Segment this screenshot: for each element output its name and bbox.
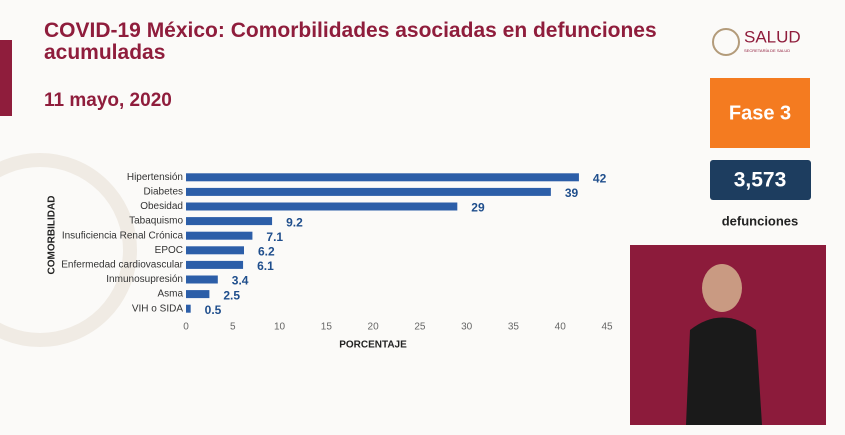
- value-label: 0.5: [205, 303, 222, 317]
- y-tick-label: EPOC: [155, 245, 183, 256]
- accent-strip: [0, 40, 12, 116]
- deaths-box: [710, 160, 811, 200]
- y-tick-label: Diabetes: [144, 187, 183, 198]
- phase: Fase 3: [729, 102, 791, 124]
- bar: [186, 260, 244, 269]
- watermark: [0, 153, 137, 347]
- value-label: 2.5: [223, 288, 240, 302]
- logo-emblem: [712, 28, 740, 56]
- value-label: 9.2: [286, 215, 303, 229]
- x-tick-label: 15: [321, 322, 333, 333]
- value-label: 29: [471, 201, 485, 215]
- value-label: 39: [565, 186, 579, 200]
- bar: [186, 304, 191, 313]
- y-tick-label: Tabaquismo: [129, 216, 183, 227]
- value-label: 7.1: [266, 230, 283, 244]
- y-tick-label: Hipertensión: [127, 172, 183, 183]
- value-label: 42: [593, 171, 607, 185]
- bar: [186, 173, 579, 182]
- x-tick-label: 0: [183, 322, 189, 333]
- x-tick-label: 25: [414, 322, 426, 333]
- title-line-1: COVID-19 México: Comorbilidades asociada…: [44, 19, 657, 64]
- subtitle: 11 mayo, 2020: [44, 90, 172, 111]
- deaths-count: 3,573: [734, 169, 787, 192]
- y-tick-label: VIH o SIDA: [132, 303, 183, 314]
- x-tick-label: 30: [461, 322, 473, 333]
- logo-name: SALUD: [744, 27, 801, 46]
- y-tick-label: Insuficiencia Renal Crónica: [62, 230, 184, 241]
- interpreter-body: [686, 317, 762, 425]
- x-tick-label: 5: [230, 322, 236, 333]
- bar: [186, 202, 458, 211]
- x-tick-label: 40: [555, 322, 567, 333]
- bar: [186, 290, 210, 299]
- deaths-label: defunciones: [722, 213, 799, 228]
- y-tick-label: Asma: [157, 289, 183, 300]
- bar: [186, 231, 253, 240]
- value-label: 6.1: [257, 259, 274, 273]
- bar: [186, 246, 245, 255]
- bar: [186, 275, 218, 284]
- value-label: 6.2: [258, 244, 275, 258]
- bar: [186, 187, 551, 196]
- phase-box: [710, 78, 810, 148]
- bar: [186, 217, 273, 226]
- logo-subtitle: SECRETARÍA DE SALUD: [744, 48, 790, 53]
- x-axis-label: PORCENTAJE: [339, 340, 407, 351]
- x-tick-label: 20: [368, 322, 380, 333]
- x-tick-label: 35: [508, 322, 520, 333]
- y-tick-label: Inmunosupresión: [106, 274, 183, 285]
- y-tick-label: Enfermedad cardiovascular: [61, 260, 183, 271]
- y-axis-label: COMORBILIDAD: [47, 196, 58, 275]
- interpreter-head: [702, 264, 742, 312]
- x-tick-label: 45: [601, 322, 613, 333]
- y-tick-label: Obesidad: [140, 201, 183, 212]
- value-label: 3.4: [232, 274, 249, 288]
- x-tick-label: 10: [274, 322, 286, 333]
